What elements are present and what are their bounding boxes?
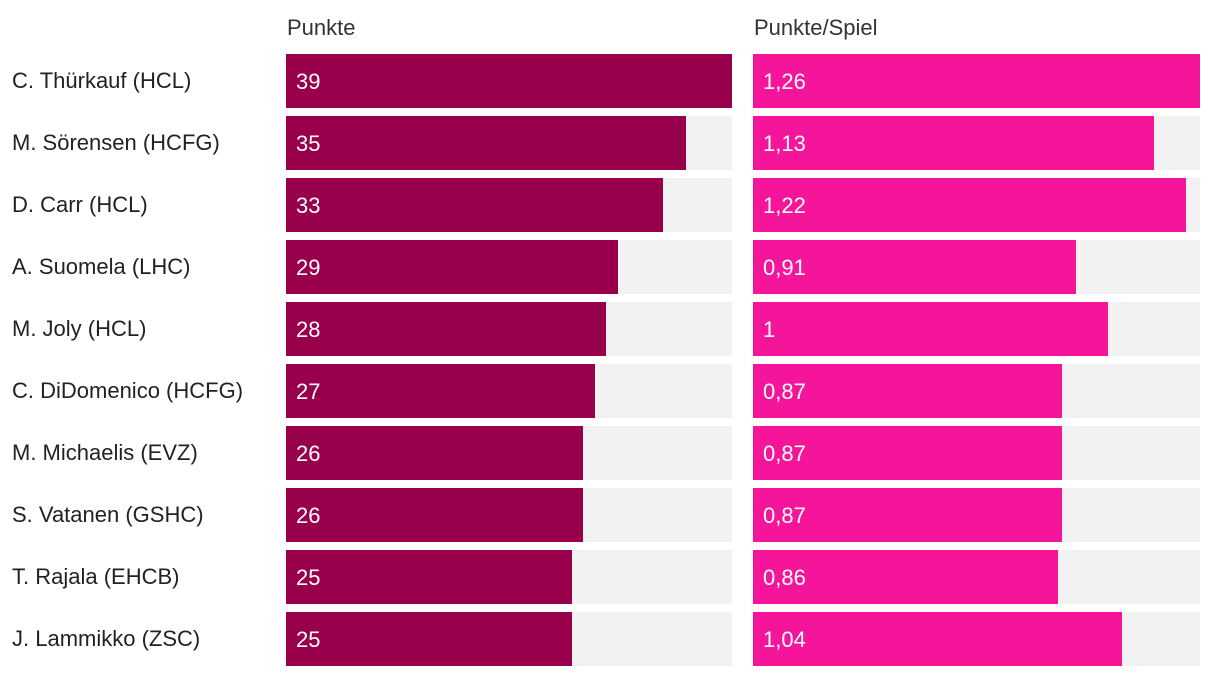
category-label: M. Michaelis (EVZ) [12, 440, 198, 465]
bar-punkte-spiel [753, 612, 1122, 666]
bar-track-punkte-spiel: 0,87 [753, 426, 1200, 480]
data-label-punkte-spiel: 1,04 [763, 627, 806, 652]
bar-track-punkte-spiel: 0,91 [753, 240, 1200, 294]
bar-punkte [286, 178, 663, 232]
bar-punkte-spiel [753, 426, 1062, 480]
category-label: T. Rajala (EHCB) [12, 564, 180, 589]
bar-punkte [286, 302, 606, 356]
bar-track-punkte-spiel: 1,04 [753, 612, 1200, 666]
bar-row: M. Joly (HCL) 28 1 [0, 302, 1220, 356]
bar-punkte-spiel [753, 364, 1062, 418]
bar-punkte [286, 116, 686, 170]
bar-track-punkte: 29 [286, 240, 732, 294]
data-label-punkte: 33 [296, 193, 321, 218]
bar-track-punkte-spiel: 1,13 [753, 116, 1200, 170]
data-label-punkte-spiel: 1,22 [763, 193, 806, 218]
bar-track-punkte: 28 [286, 302, 732, 356]
bar-punkte [286, 364, 595, 418]
data-label-punkte: 25 [296, 565, 321, 590]
bar-track-punkte: 35 [286, 116, 732, 170]
bar-punkte-spiel [753, 550, 1058, 604]
category-label: D. Carr (HCL) [12, 192, 148, 217]
category-label: M. Joly (HCL) [12, 316, 147, 341]
data-label-punkte: 26 [296, 441, 321, 466]
bar-punkte-spiel [753, 488, 1062, 542]
bar-row: M. Michaelis (EVZ) 26 0,87 [0, 426, 1220, 480]
category-label: C. Thürkauf (HCL) [12, 68, 192, 93]
data-label-punkte: 27 [296, 379, 321, 404]
data-label-punkte: 29 [296, 255, 321, 280]
bar-punkte-spiel [753, 178, 1186, 232]
bar-punkte-spiel [753, 116, 1154, 170]
bar-track-punkte-spiel: 1,22 [753, 178, 1200, 232]
column-header-punkte-pro-spiel: Punkte/Spiel [754, 15, 878, 40]
data-label-punkte: 35 [296, 131, 321, 156]
bar-track-punkte: 26 [286, 426, 732, 480]
data-label-punkte-spiel: 1,26 [763, 69, 806, 94]
bar-track-punkte: 25 [286, 612, 732, 666]
bar-row: A. Suomela (LHC) 29 0,91 [0, 240, 1220, 294]
category-label: J. Lammikko (ZSC) [12, 626, 201, 651]
data-label-punkte-spiel: 0,91 [763, 255, 806, 280]
column-header-punkte: Punkte [287, 15, 356, 40]
bar-punkte-spiel [753, 54, 1200, 108]
data-label-punkte-spiel: 0,87 [763, 503, 806, 528]
bar-track-punkte: 27 [286, 364, 732, 418]
bar-track-punkte-spiel: 0,86 [753, 550, 1200, 604]
bar-track-punkte-spiel: 1,26 [753, 54, 1200, 108]
category-label: C. DiDomenico (HCFG) [12, 378, 244, 403]
bar-punkte [286, 612, 572, 666]
category-label: M. Sörensen (HCFG) [12, 130, 220, 155]
data-label-punkte-spiel: 1,13 [763, 131, 806, 156]
bar-row: S. Vatanen (GSHC) 26 0,87 [0, 488, 1220, 542]
bar-track-punkte: 39 [286, 54, 732, 108]
bar-punkte-spiel [753, 240, 1076, 294]
data-label-punkte: 39 [296, 69, 321, 94]
bar-row: C. DiDomenico (HCFG) 27 0,87 [0, 364, 1220, 418]
data-label-punkte: 26 [296, 503, 321, 528]
bar-punkte [286, 426, 583, 480]
bar-track-punkte-spiel: 0,87 [753, 364, 1200, 418]
bar-punkte [286, 488, 583, 542]
bar-row: T. Rajala (EHCB) 25 0,86 [0, 550, 1220, 604]
bar-row: D. Carr (HCL) 33 1,22 [0, 178, 1220, 232]
bar-row: J. Lammikko (ZSC) 25 1,04 [0, 612, 1220, 666]
bar-track-punkte: 33 [286, 178, 732, 232]
bar-track-punkte: 25 [286, 550, 732, 604]
data-label-punkte-spiel: 1 [763, 317, 776, 342]
data-label-punkte: 25 [296, 627, 321, 652]
data-label-punkte-spiel: 0,87 [763, 441, 806, 466]
bar-punkte [286, 54, 732, 108]
data-label-punkte: 28 [296, 317, 321, 342]
bar-track-punkte: 26 [286, 488, 732, 542]
bar-punkte-spiel [753, 302, 1108, 356]
data-label-punkte-spiel: 0,87 [763, 379, 806, 404]
category-label: S. Vatanen (GSHC) [12, 502, 204, 527]
bar-punkte [286, 550, 572, 604]
bar-track-punkte-spiel: 1 [753, 302, 1200, 356]
category-label: A. Suomela (LHC) [12, 254, 191, 279]
bar-punkte [286, 240, 618, 294]
bar-track-punkte-spiel: 0,87 [753, 488, 1200, 542]
bar-row: M. Sörensen (HCFG) 35 1,13 [0, 116, 1220, 170]
data-label-punkte-spiel: 0,86 [763, 565, 806, 590]
bar-row: C. Thürkauf (HCL) 39 1,26 [0, 54, 1220, 108]
